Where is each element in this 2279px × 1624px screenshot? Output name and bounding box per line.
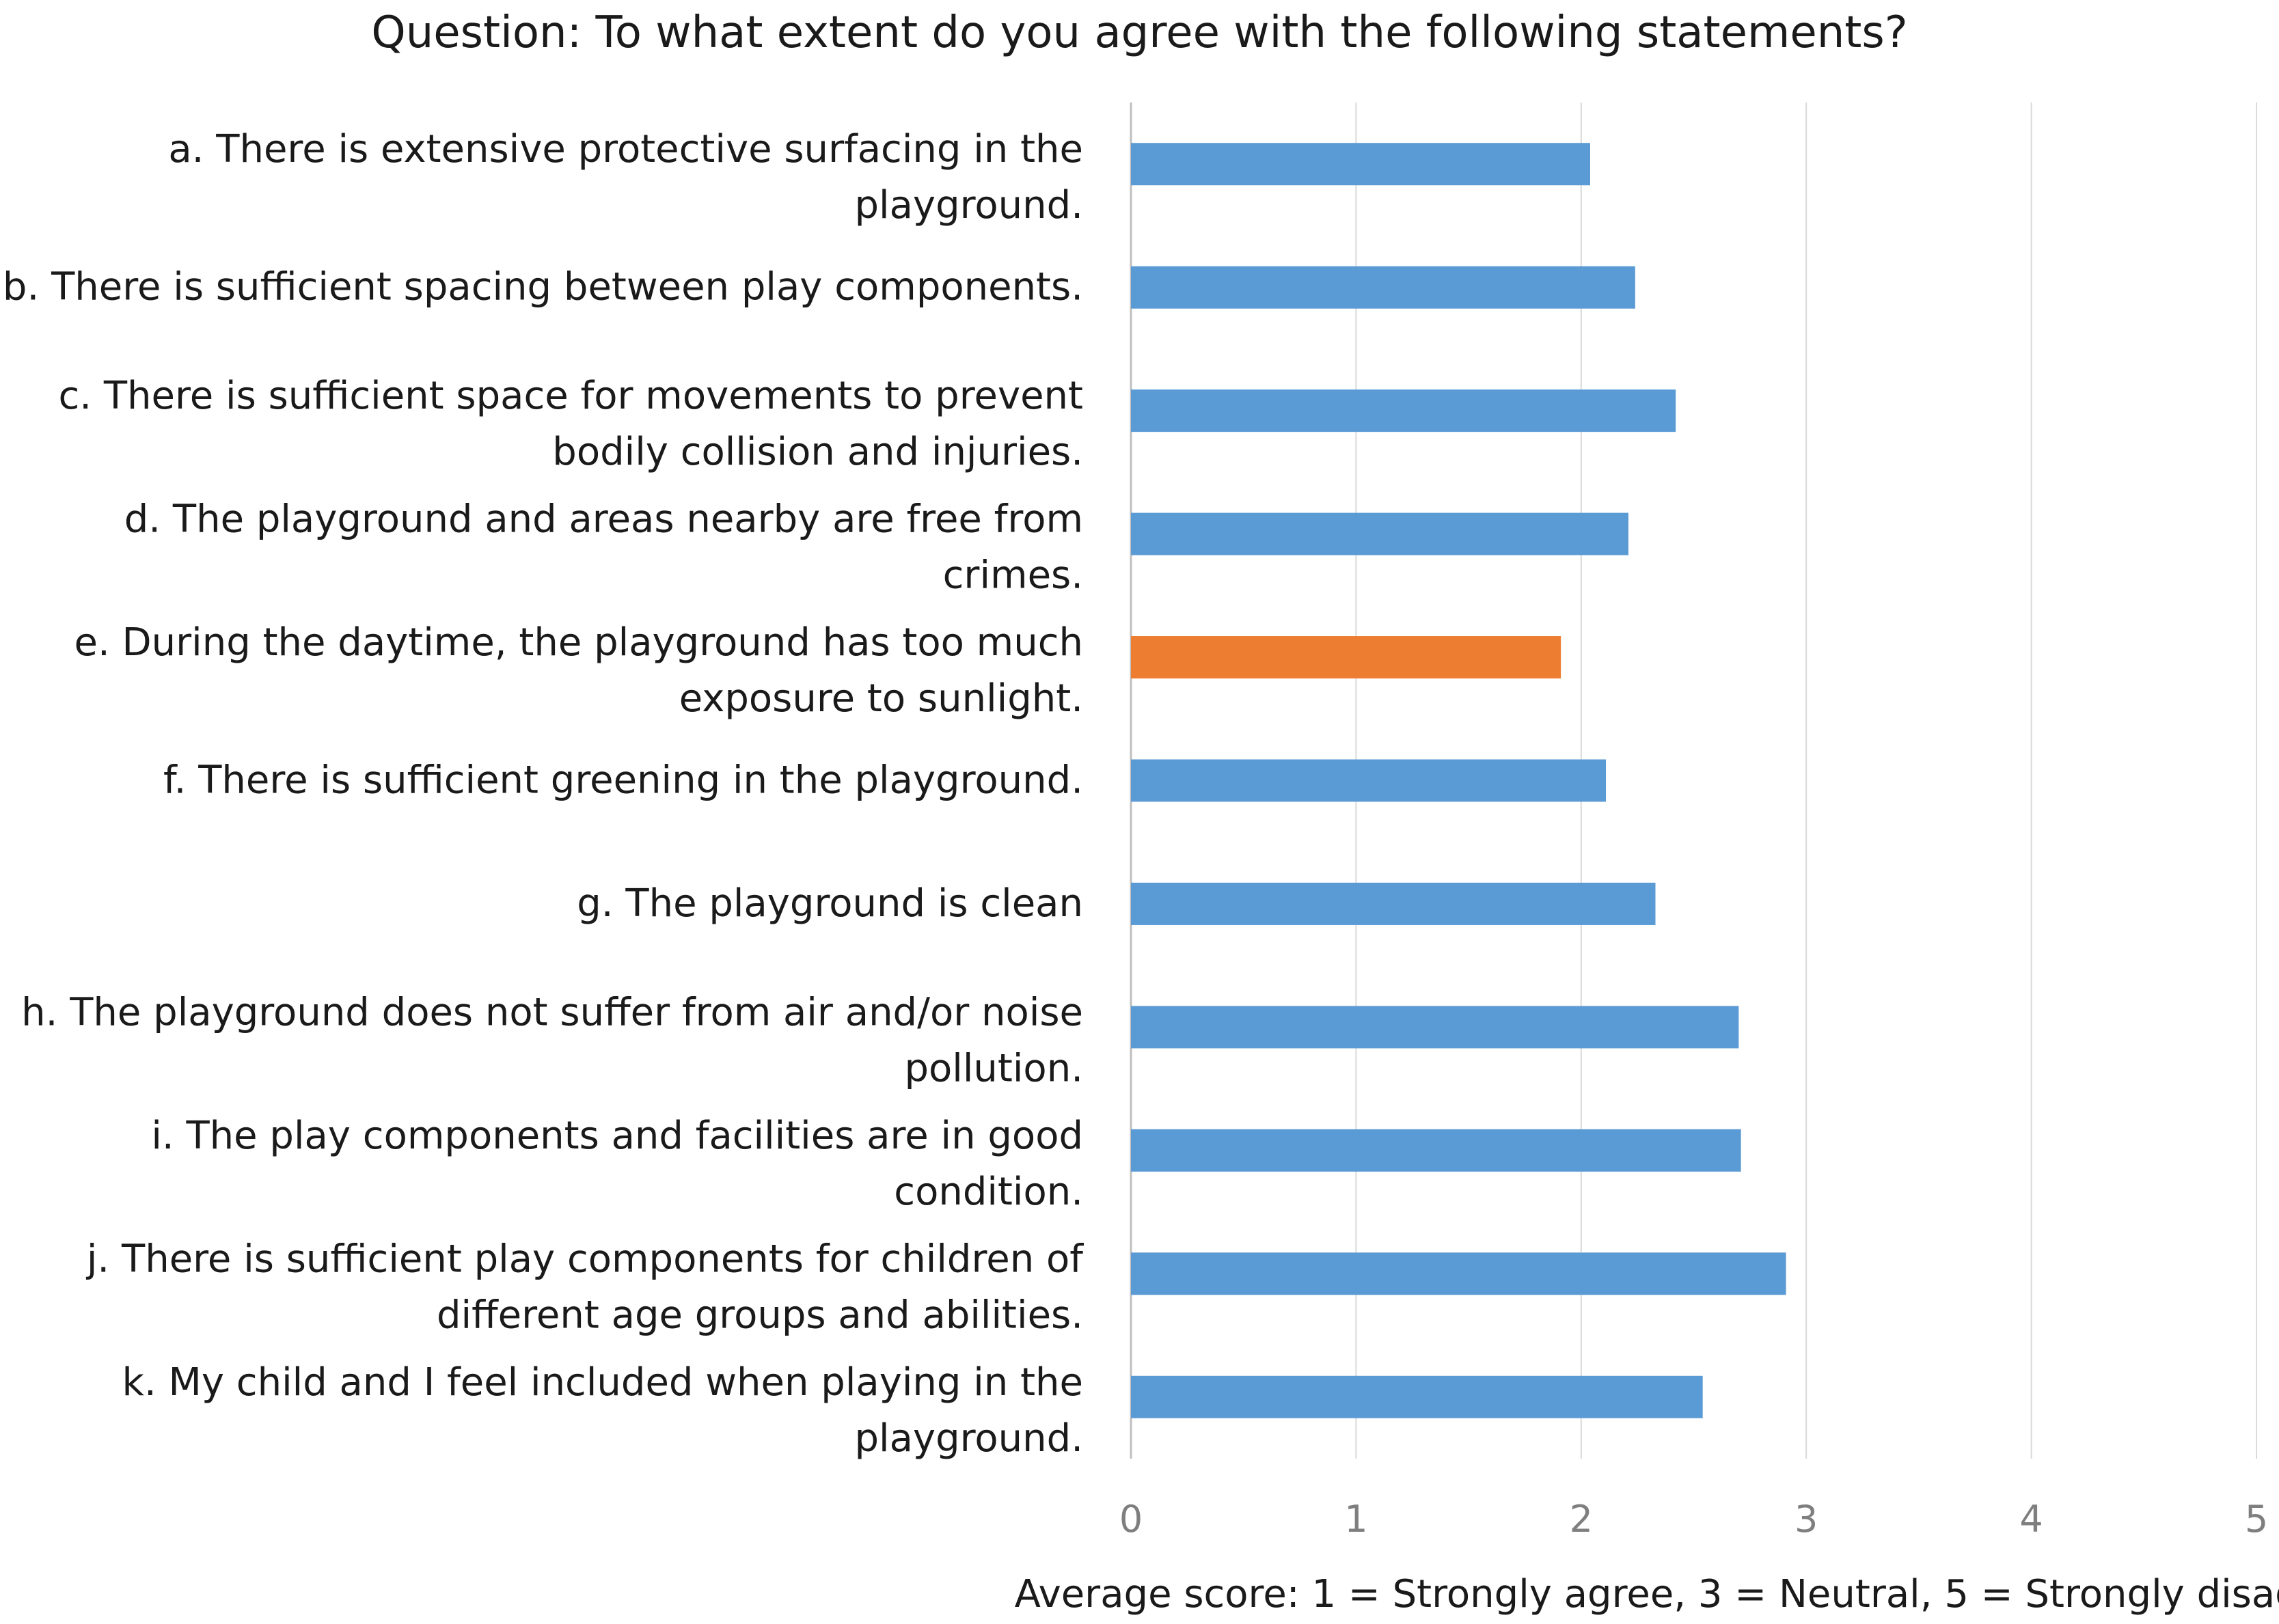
category-label-d: d. The playground and areas nearby are f… (124, 497, 1083, 598)
category-label-h: h. The playground does not suffer from a… (21, 990, 1083, 1090)
x-axis-title: Average score: 1 = Strongly agree, 3 = N… (1015, 1572, 2279, 1616)
bars (1131, 143, 1786, 1418)
x-tick-label: 3 (1794, 1498, 1818, 1541)
category-label-k: k. My child and I feel included when pla… (122, 1360, 1083, 1461)
bar-a (1131, 143, 1590, 186)
bar-e (1131, 636, 1561, 679)
bar-d (1131, 512, 1628, 555)
category-label-g: g. The playground is clean (577, 881, 1083, 926)
bar-k (1131, 1375, 1703, 1418)
bar-g (1131, 882, 1656, 925)
x-tick-label: 1 (1344, 1498, 1367, 1541)
x-tick-label: 5 (2245, 1498, 2268, 1541)
category-label-i: i. The play components and facilities ar… (151, 1114, 1083, 1214)
bar-c (1131, 389, 1676, 432)
bar-b (1131, 266, 1635, 309)
bar-h (1131, 1006, 1739, 1049)
chart-title: Question: To what extent do you agree wi… (371, 8, 1908, 58)
bar-j (1131, 1252, 1786, 1295)
x-tick-label: 0 (1119, 1498, 1143, 1541)
category-label-e: e. During the daytime, the playground ha… (74, 620, 1083, 721)
category-label-c: c. There is sufficient space for movemen… (58, 374, 1083, 474)
category-labels: a. There is extensive protective surfaci… (3, 127, 1084, 1461)
category-label-j: j. There is sufficient play components f… (85, 1237, 1084, 1337)
x-tick-label: 4 (2019, 1498, 2043, 1541)
x-tick-label: 2 (1570, 1498, 1593, 1541)
category-label-f: f. There is sufficient greening in the p… (163, 758, 1083, 803)
category-label-b: b. There is sufficient spacing between p… (3, 265, 1083, 309)
category-label-a: a. There is extensive protective surfaci… (168, 127, 1083, 228)
bar-f (1131, 759, 1607, 802)
x-tick-labels: 0 1 2 3 4 5 (1119, 1498, 2268, 1541)
bar-i (1131, 1129, 1741, 1172)
